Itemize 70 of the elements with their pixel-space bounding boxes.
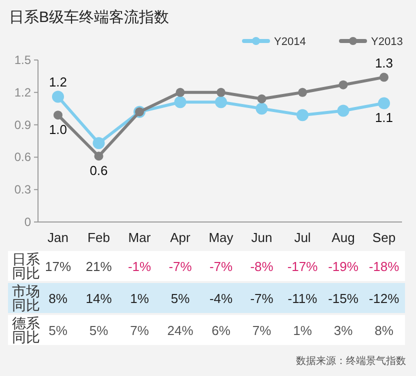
y-tick-label: 0.9 [14,118,32,132]
data-label: 1% [293,323,312,338]
chart-title: 日系B级车终端客流指数 [9,9,170,26]
data-label: 7% [130,323,150,338]
point [378,97,390,110]
point [298,88,307,97]
data-label: 1.2 [48,74,68,90]
point [257,94,266,104]
point [338,80,348,90]
data-label: 14% [86,291,112,306]
y-tick-label: 市场同比 [12,283,40,313]
x-tick-label: Feb [88,230,110,245]
x-tick-label: Mar [128,230,152,245]
data-label: 8% [48,291,68,306]
y-tick-label: 1.2 [14,85,32,100]
x-tick-label: Jun [251,230,272,245]
data-label: -19% [328,259,359,274]
data-label: -12% [368,291,400,306]
y-tick-label: 0.6 [14,150,32,164]
point [216,88,226,97]
data-label: -4% [209,291,233,306]
point [215,96,227,108]
data-label: 3% [334,323,354,338]
y-tick-label: 德系同比 [12,315,40,345]
x-tick-label: Jan [48,230,68,245]
point [176,88,185,97]
x-tick-label: Jul [294,230,311,245]
data-label: -1% [128,259,152,274]
data-label: -18% [368,259,400,274]
legend-label: Y2014 [274,36,306,48]
data-label: 1% [130,291,150,306]
point [256,102,268,115]
point [174,96,186,108]
y-tick-label: 日系同比 [12,251,40,281]
y-tick-label: 1.5 [14,53,32,67]
x-tick-label: Aug [332,230,355,245]
point [296,109,308,122]
point [52,90,64,103]
data-label: 6% [212,323,231,338]
data-label: -15% [328,291,359,306]
y-tick-label: 0.3 [14,182,32,197]
data-label: 1.1 [374,110,394,126]
data-label: 5% [170,291,190,306]
data-label: -7% [209,259,233,274]
point [54,110,62,120]
data-label: 8% [374,323,394,338]
source-note: 数据来源：终端景气指数 [296,355,406,367]
data-label: -17% [287,259,318,274]
data-label: 17% [44,259,72,274]
point [337,104,350,117]
x-tick-label: Apr [170,230,192,245]
data-label: -8% [250,259,274,274]
point [380,72,388,82]
data-label: 7% [252,323,272,338]
y-tick-label: 0 [24,215,32,229]
data-label: -7% [250,291,274,306]
data-label: 21% [86,259,112,274]
data-label: 5% [89,323,109,338]
x-tick-label: Sep [372,230,396,245]
data-label: 5% [48,323,68,338]
point [92,137,105,150]
data-label: -11% [288,291,318,306]
point [94,152,104,161]
data-label: 24% [167,323,194,338]
data-label: 0.6 [90,163,108,178]
x-tick-label: May [208,230,234,245]
data-label: 1.3 [374,55,394,70]
data-label: -7% [168,259,192,274]
legend-label: Y2013 [371,36,403,48]
data-label: 1.0 [48,122,68,138]
